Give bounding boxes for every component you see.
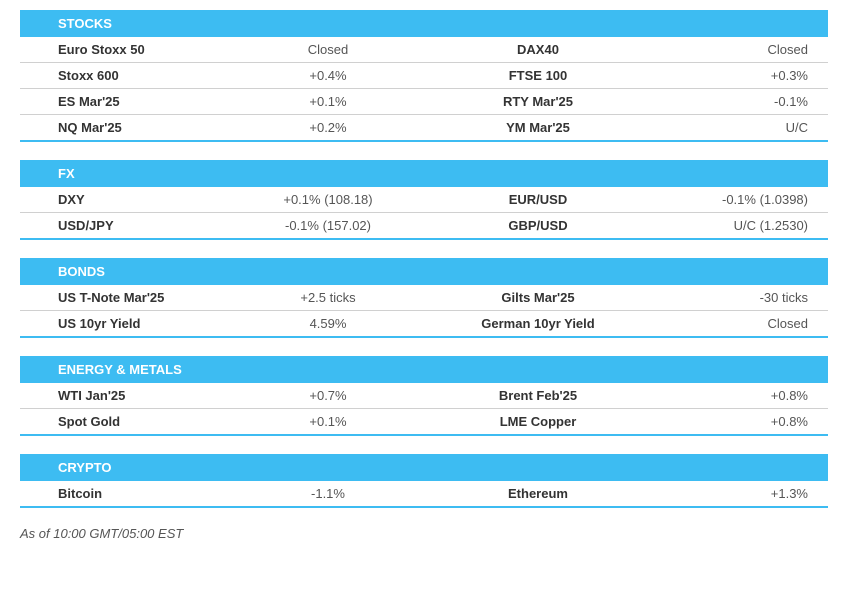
market-section: STOCKSEuro Stoxx 50ClosedDAX40ClosedStox… bbox=[20, 10, 828, 142]
instrument-name: Bitcoin bbox=[20, 486, 238, 501]
table-row: US T-Note Mar'25+2.5 ticksGilts Mar'25-3… bbox=[20, 285, 828, 311]
table-row: Bitcoin-1.1%Ethereum+1.3% bbox=[20, 481, 828, 508]
section-header: CRYPTO bbox=[20, 454, 828, 481]
table-row: US 10yr Yield4.59%German 10yr YieldClose… bbox=[20, 311, 828, 338]
instrument-value: U/C bbox=[628, 120, 828, 135]
instrument-value: Closed bbox=[238, 42, 448, 57]
table-row: ES Mar'25+0.1%RTY Mar'25-0.1% bbox=[20, 89, 828, 115]
instrument-name: US 10yr Yield bbox=[20, 316, 238, 331]
instrument-value: +0.1% bbox=[238, 414, 448, 429]
instrument-value: +0.3% bbox=[628, 68, 828, 83]
section-header: STOCKS bbox=[20, 10, 828, 37]
instrument-name: US T-Note Mar'25 bbox=[20, 290, 238, 305]
instrument-name: USD/JPY bbox=[20, 218, 238, 233]
instrument-value: +0.7% bbox=[238, 388, 448, 403]
instrument-name: DAX40 bbox=[448, 42, 628, 57]
instrument-name: Ethereum bbox=[448, 486, 628, 501]
table-row: DXY+0.1% (108.18)EUR/USD-0.1% (1.0398) bbox=[20, 187, 828, 213]
instrument-name: Euro Stoxx 50 bbox=[20, 42, 238, 57]
instrument-name: German 10yr Yield bbox=[448, 316, 628, 331]
instrument-name: LME Copper bbox=[448, 414, 628, 429]
section-header: ENERGY & METALS bbox=[20, 356, 828, 383]
table-row: USD/JPY-0.1% (157.02)GBP/USDU/C (1.2530) bbox=[20, 213, 828, 240]
instrument-value: +1.3% bbox=[628, 486, 828, 501]
instrument-name: RTY Mar'25 bbox=[448, 94, 628, 109]
instrument-name: Spot Gold bbox=[20, 414, 238, 429]
instrument-name: NQ Mar'25 bbox=[20, 120, 238, 135]
instrument-name: YM Mar'25 bbox=[448, 120, 628, 135]
table-row: NQ Mar'25+0.2%YM Mar'25U/C bbox=[20, 115, 828, 142]
market-section: ENERGY & METALSWTI Jan'25+0.7%Brent Feb'… bbox=[20, 356, 828, 436]
instrument-value: +2.5 ticks bbox=[238, 290, 448, 305]
market-section: CRYPTOBitcoin-1.1%Ethereum+1.3% bbox=[20, 454, 828, 508]
table-row: Stoxx 600+0.4%FTSE 100+0.3% bbox=[20, 63, 828, 89]
instrument-value: Closed bbox=[628, 316, 828, 331]
instrument-value: +0.2% bbox=[238, 120, 448, 135]
instrument-name: Brent Feb'25 bbox=[448, 388, 628, 403]
instrument-value: Closed bbox=[628, 42, 828, 57]
instrument-value: +0.4% bbox=[238, 68, 448, 83]
instrument-value: 4.59% bbox=[238, 316, 448, 331]
instrument-value: -1.1% bbox=[238, 486, 448, 501]
instrument-value: +0.8% bbox=[628, 388, 828, 403]
instrument-name: EUR/USD bbox=[448, 192, 628, 207]
instrument-name: ES Mar'25 bbox=[20, 94, 238, 109]
instrument-value: -0.1% (1.0398) bbox=[628, 192, 828, 207]
table-row: Spot Gold+0.1%LME Copper+0.8% bbox=[20, 409, 828, 436]
instrument-value: +0.1% bbox=[238, 94, 448, 109]
market-section: FXDXY+0.1% (108.18)EUR/USD-0.1% (1.0398)… bbox=[20, 160, 828, 240]
instrument-name: WTI Jan'25 bbox=[20, 388, 238, 403]
market-section: BONDSUS T-Note Mar'25+2.5 ticksGilts Mar… bbox=[20, 258, 828, 338]
instrument-value: -30 ticks bbox=[628, 290, 828, 305]
section-header: FX bbox=[20, 160, 828, 187]
instrument-name: DXY bbox=[20, 192, 238, 207]
instrument-value: U/C (1.2530) bbox=[628, 218, 828, 233]
instrument-name: Stoxx 600 bbox=[20, 68, 238, 83]
instrument-name: Gilts Mar'25 bbox=[448, 290, 628, 305]
table-row: WTI Jan'25+0.7%Brent Feb'25+0.8% bbox=[20, 383, 828, 409]
table-row: Euro Stoxx 50ClosedDAX40Closed bbox=[20, 37, 828, 63]
instrument-value: -0.1% bbox=[628, 94, 828, 109]
timestamp-footer: As of 10:00 GMT/05:00 EST bbox=[20, 526, 828, 541]
section-header: BONDS bbox=[20, 258, 828, 285]
instrument-value: +0.1% (108.18) bbox=[238, 192, 448, 207]
instrument-value: -0.1% (157.02) bbox=[238, 218, 448, 233]
instrument-name: GBP/USD bbox=[448, 218, 628, 233]
instrument-name: FTSE 100 bbox=[448, 68, 628, 83]
instrument-value: +0.8% bbox=[628, 414, 828, 429]
